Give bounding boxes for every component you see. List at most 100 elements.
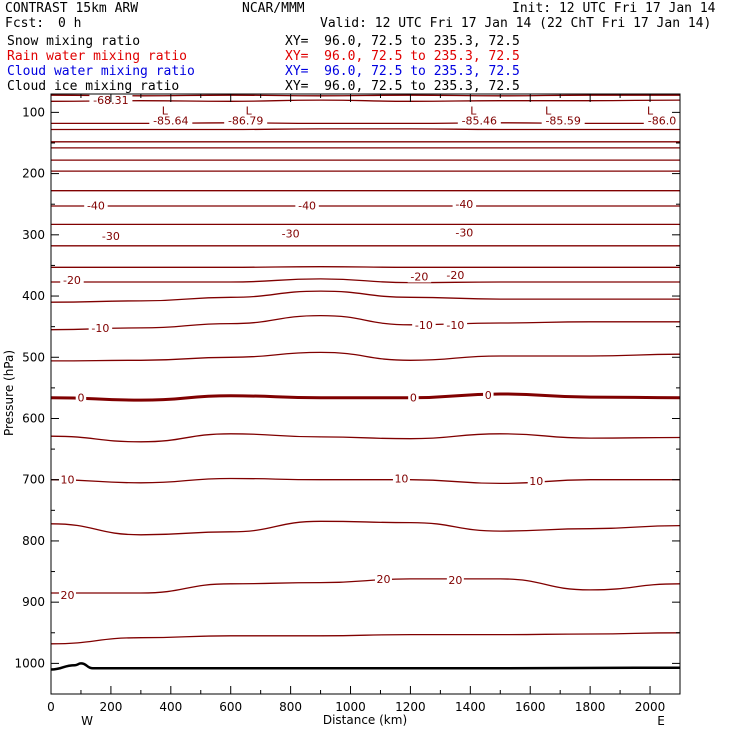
contour-label: -20: [410, 270, 428, 283]
x-tick-label: 200: [99, 700, 122, 714]
contour-label-background: [644, 104, 656, 117]
plot-frame: [50, 93, 681, 695]
y-tick-label: 1000: [14, 656, 45, 670]
contour-label-background: [443, 269, 468, 282]
isotherm-line: [50, 99, 681, 102]
contour-label-background: [58, 588, 76, 601]
contour-label-background: [446, 574, 464, 587]
temperature-contours: [50, 94, 681, 671]
contour-label-background: [278, 227, 303, 240]
x-tick-label: 1000: [335, 700, 366, 714]
forecast-label: Fcst:: [5, 16, 45, 31]
y-tick-label: 400: [22, 289, 45, 303]
valid-time: Valid: 12 UTC Fri 17 Jan 14 (22 ChT Fri …: [320, 16, 712, 31]
x-tick-label: 1400: [455, 700, 486, 714]
contour-label: 20: [60, 589, 74, 602]
contour-label-background: [408, 391, 419, 404]
y-tick-label: 900: [22, 595, 45, 609]
x-tick-label: 1600: [515, 700, 546, 714]
contour-label: L: [545, 105, 552, 118]
x-tick-label: 800: [279, 700, 302, 714]
isotherm-line: [51, 266, 681, 268]
model-title: CONTRAST 15km ARW: [5, 1, 139, 16]
contour-label-background: [224, 114, 268, 127]
isotherm-line: [50, 433, 681, 443]
contour-label-background: [374, 572, 392, 585]
x-axis-title: Distance (km): [323, 713, 407, 727]
y-tick-label: 700: [22, 473, 45, 487]
contour-label: -86.79: [228, 114, 263, 127]
contour-label: -85.59: [545, 114, 580, 127]
contour-label: 0: [410, 392, 417, 405]
init-time: Init: 12 UTC Fri 17 Jan 14: [512, 1, 716, 16]
contour-label: 10: [394, 472, 408, 485]
x-tick-label: 600: [219, 700, 242, 714]
contour-label: -10: [446, 319, 464, 332]
contour-label: -40: [298, 199, 316, 212]
contour-label: -85.64: [153, 114, 188, 127]
west-end-label: W: [81, 714, 93, 728]
isotherm-line: [50, 351, 681, 362]
field-name-snow: Snow mixing ratio: [7, 34, 141, 49]
east-end-label: E: [657, 714, 665, 728]
x-tick-label: 2000: [635, 700, 666, 714]
x-tick-label: 1800: [575, 700, 606, 714]
y-tick-label: 300: [22, 228, 45, 242]
contour-label: L: [246, 105, 253, 118]
contour-label-background: [84, 199, 108, 212]
contour-label-background: [75, 391, 87, 404]
contour-label: L: [162, 105, 169, 118]
contour-label: 10: [529, 475, 543, 488]
isotherm-line: [50, 122, 680, 125]
isotherm-line: [50, 314, 680, 331]
x-tick-label: 0: [47, 700, 55, 714]
contour-label: 0: [77, 392, 84, 405]
plot-border: [50, 93, 681, 695]
contour-label-background: [542, 104, 554, 117]
isotherm-line: [50, 278, 680, 284]
contour-label: -30: [455, 226, 473, 239]
isotherm-line: [50, 632, 681, 645]
contour-label: -20: [446, 269, 464, 282]
contour-label: -40: [455, 198, 473, 211]
isotherm-line: [50, 290, 680, 303]
field-name-cloud-water: Cloud water mixing ratio: [7, 64, 195, 79]
contour-label: -10: [91, 322, 109, 335]
contour-labels: -68.31-85.64 -86.79 -85.46 -85.59 -86.0L L L L L…: [58, 94, 681, 602]
contour-label-background: [457, 114, 501, 127]
organization-label: NCAR/MMM: [242, 1, 305, 16]
y-tick-label: 600: [22, 411, 45, 425]
isotherm-line: [51, 578, 681, 594]
contour-label-background: [443, 318, 468, 331]
field-name-cloud-ice: Cloud ice mixing ratio: [7, 79, 180, 94]
x-tick-label: 400: [159, 700, 182, 714]
y-axis-title: Pressure (hPa): [2, 350, 16, 436]
contour-label: 10: [60, 474, 74, 487]
contour-label-background: [407, 270, 432, 283]
isotherm-line: [50, 520, 681, 536]
isotherm-line: [50, 477, 680, 485]
contour-label: -85.46: [462, 114, 497, 127]
contour-label-background: [541, 114, 585, 127]
axis-ticks: 0 200 400 600 800 1000 1200 1400 1600 1800 2000100…: [14, 94, 680, 714]
contour-label-background: [149, 114, 193, 127]
forecast-hour: 0 h: [58, 16, 82, 31]
contour-label: -86.0: [648, 114, 676, 127]
x-tick-label: 1200: [395, 700, 426, 714]
contour-label-background: [99, 230, 123, 243]
freezing-level-line: [50, 392, 681, 402]
contour-label-background: [452, 226, 477, 239]
contour-label-background: [643, 114, 681, 127]
field-xy-cloud-water: XY= 96.0, 72.5 to 235.3, 72.5: [285, 64, 520, 79]
contour-label: 20: [448, 574, 462, 587]
contour-label-background: [527, 474, 545, 487]
contour-label-background: [483, 389, 494, 402]
y-tick-label: 100: [22, 105, 45, 119]
field-xy-cloud-ice: XY= 96.0, 72.5 to 235.3, 72.5: [285, 79, 520, 94]
contour-label-background: [412, 318, 436, 331]
contour-label: L: [647, 105, 654, 118]
field-xy-rain: XY= 96.0, 72.5 to 235.3, 72.5: [285, 49, 520, 64]
contour-label: -40: [87, 199, 105, 212]
contour-label-background: [60, 274, 84, 287]
